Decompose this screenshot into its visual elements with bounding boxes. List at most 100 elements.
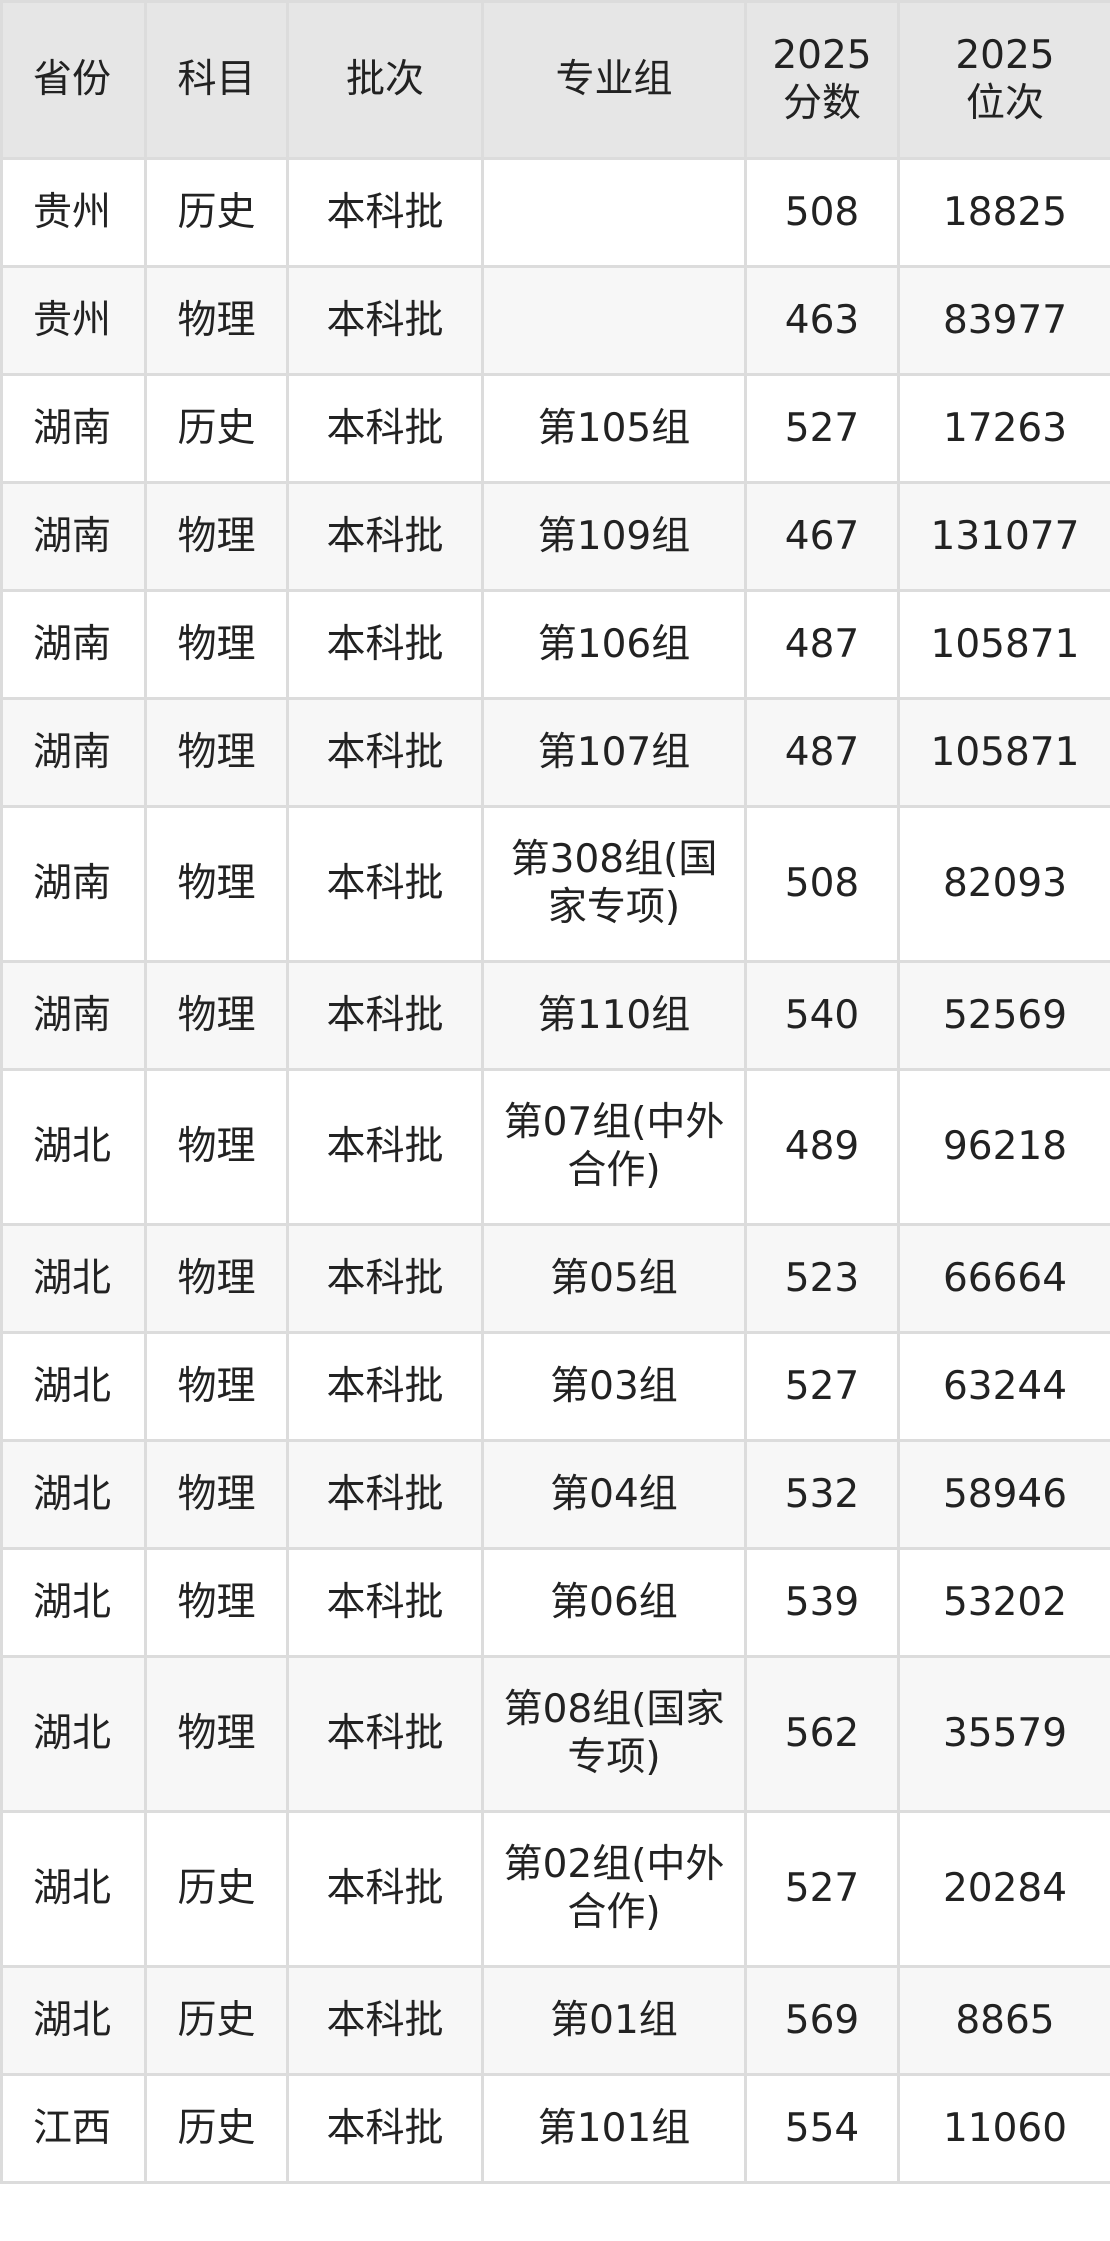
- header-rank: 2025 位次: [897, 0, 1110, 160]
- cell-province: 湖北: [0, 1965, 147, 2076]
- cell-batch: 本科批: [286, 805, 484, 963]
- cell-subject: 物理: [144, 697, 289, 808]
- cell-province: 湖南: [0, 373, 147, 484]
- cell-rank: 66664: [897, 1223, 1110, 1334]
- table-header-row: 省份 科目 批次 专业组 2025 分数 2025 位次: [0, 0, 1110, 160]
- cell-subject: 物理: [144, 1655, 289, 1813]
- table-row: 湖南 物理 本科批 第107组 487 105871: [0, 697, 1110, 808]
- header-subject: 科目: [144, 0, 289, 160]
- cell-subject: 历史: [144, 1810, 289, 1968]
- cell-score: 539: [744, 1547, 900, 1658]
- cell-score: 508: [744, 805, 900, 963]
- cell-rank: 83977: [897, 265, 1110, 376]
- header-batch: 批次: [286, 0, 484, 160]
- cell-rank: 105871: [897, 589, 1110, 700]
- table-row: 湖北 物理 本科批 第04组 532 58946: [0, 1439, 1110, 1550]
- cell-batch: 本科批: [286, 265, 484, 376]
- cell-province: 湖北: [0, 1223, 147, 1334]
- cell-province: 湖南: [0, 697, 147, 808]
- table-row: 湖北 物理 本科批 第07组(中外合作) 489 96218: [0, 1068, 1110, 1226]
- cell-major-group: 第08组(国家专项): [481, 1655, 747, 1813]
- cell-province: 湖北: [0, 1068, 147, 1226]
- cell-subject: 物理: [144, 481, 289, 592]
- cell-province: 湖北: [0, 1331, 147, 1442]
- table-row: 湖北 物理 本科批 第06组 539 53202: [0, 1547, 1110, 1658]
- cell-province: 湖北: [0, 1655, 147, 1813]
- cell-major-group: 第106组: [481, 589, 747, 700]
- cell-batch: 本科批: [286, 373, 484, 484]
- cell-rank: 17263: [897, 373, 1110, 484]
- cell-major-group: 第109组: [481, 481, 747, 592]
- cell-major-group: [481, 265, 747, 376]
- table-row: 湖南 物理 本科批 第110组 540 52569: [0, 960, 1110, 1071]
- cell-score: 527: [744, 1810, 900, 1968]
- cell-province: 湖南: [0, 805, 147, 963]
- cell-batch: 本科批: [286, 1547, 484, 1658]
- cell-batch: 本科批: [286, 1965, 484, 2076]
- cell-subject: 物理: [144, 1547, 289, 1658]
- cell-rank: 82093: [897, 805, 1110, 963]
- cell-score: 527: [744, 373, 900, 484]
- table-row: 湖北 物理 本科批 第05组 523 66664: [0, 1223, 1110, 1334]
- cell-subject: 历史: [144, 1965, 289, 2076]
- cell-province: 湖北: [0, 1439, 147, 1550]
- table-row: 湖北 历史 本科批 第01组 569 8865: [0, 1965, 1110, 2076]
- table-row: 湖北 物理 本科批 第08组(国家专项) 562 35579: [0, 1655, 1110, 1813]
- table-row: 贵州 历史 本科批 508 18825: [0, 157, 1110, 268]
- table-row: 江西 历史 本科批 第101组 554 11060: [0, 2073, 1110, 2184]
- cell-major-group: 第107组: [481, 697, 747, 808]
- cell-batch: 本科批: [286, 960, 484, 1071]
- table-row: 湖南 物理 本科批 第308组(国家专项) 508 82093: [0, 805, 1110, 963]
- header-province: 省份: [0, 0, 147, 160]
- cell-major-group: 第101组: [481, 2073, 747, 2184]
- cell-major-group: 第06组: [481, 1547, 747, 1658]
- header-score: 2025 分数: [744, 0, 900, 160]
- cell-rank: 18825: [897, 157, 1110, 268]
- cell-score: 467: [744, 481, 900, 592]
- cell-score: 532: [744, 1439, 900, 1550]
- cell-province: 江西: [0, 2073, 147, 2184]
- cell-batch: 本科批: [286, 1223, 484, 1334]
- cell-score: 508: [744, 157, 900, 268]
- cell-score: 527: [744, 1331, 900, 1442]
- cell-subject: 物理: [144, 805, 289, 963]
- cell-major-group: [481, 157, 747, 268]
- cell-subject: 物理: [144, 960, 289, 1071]
- cell-subject: 物理: [144, 1223, 289, 1334]
- cell-major-group: 第308组(国家专项): [481, 805, 747, 963]
- cell-batch: 本科批: [286, 589, 484, 700]
- cell-batch: 本科批: [286, 1810, 484, 1968]
- cell-rank: 52569: [897, 960, 1110, 1071]
- table-row: 贵州 物理 本科批 463 83977: [0, 265, 1110, 376]
- cell-province: 贵州: [0, 157, 147, 268]
- cell-batch: 本科批: [286, 697, 484, 808]
- cell-score: 523: [744, 1223, 900, 1334]
- cell-subject: 物理: [144, 1068, 289, 1226]
- cell-subject: 物理: [144, 589, 289, 700]
- cell-province: 湖南: [0, 481, 147, 592]
- cell-major-group: 第02组(中外合作): [481, 1810, 747, 1968]
- cell-subject: 物理: [144, 1439, 289, 1550]
- cell-province: 湖北: [0, 1547, 147, 1658]
- cell-province: 湖北: [0, 1810, 147, 1968]
- cell-subject: 物理: [144, 265, 289, 376]
- cell-major-group: 第110组: [481, 960, 747, 1071]
- cell-major-group: 第04组: [481, 1439, 747, 1550]
- cell-rank: 131077: [897, 481, 1110, 592]
- cell-major-group: 第01组: [481, 1965, 747, 2076]
- cell-batch: 本科批: [286, 2073, 484, 2184]
- table-row: 湖南 物理 本科批 第109组 467 131077: [0, 481, 1110, 592]
- cell-subject: 历史: [144, 373, 289, 484]
- cell-score: 463: [744, 265, 900, 376]
- cell-province: 湖南: [0, 960, 147, 1071]
- cell-major-group: 第07组(中外合作): [481, 1068, 747, 1226]
- cell-score: 487: [744, 697, 900, 808]
- cell-score: 540: [744, 960, 900, 1071]
- cell-score: 489: [744, 1068, 900, 1226]
- cell-rank: 20284: [897, 1810, 1110, 1968]
- table-row: 湖南 物理 本科批 第106组 487 105871: [0, 589, 1110, 700]
- cell-major-group: 第105组: [481, 373, 747, 484]
- cell-province: 湖南: [0, 589, 147, 700]
- cell-batch: 本科批: [286, 481, 484, 592]
- cell-batch: 本科批: [286, 1439, 484, 1550]
